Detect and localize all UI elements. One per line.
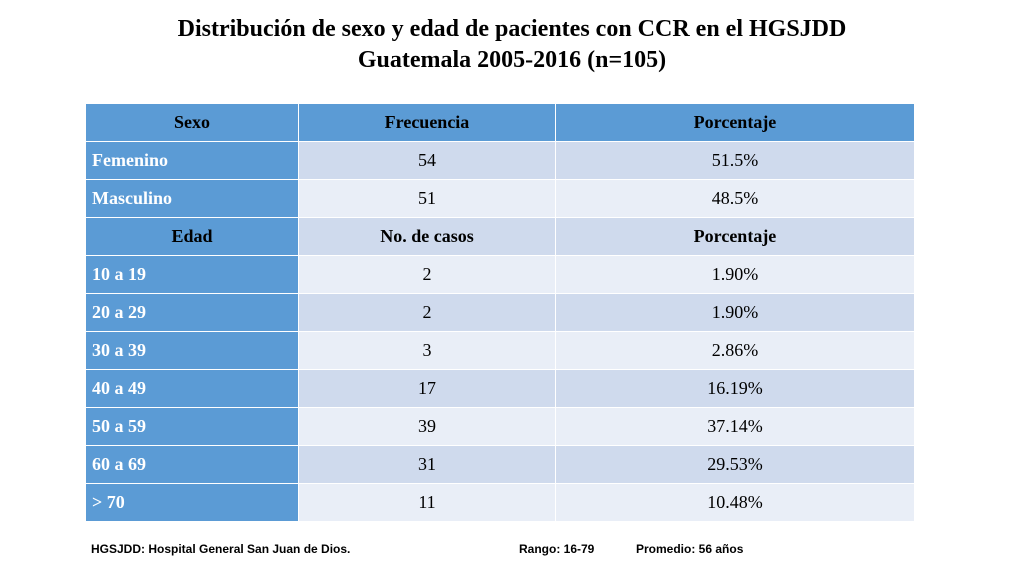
table-row: 30 a 39 3 2.86% [85,331,915,370]
title-line-1: Distribución de sexo y edad de pacientes… [177,16,847,42]
row-percent: 51.5% [555,141,915,180]
header-sexo: Sexo [85,103,299,142]
table-row: 20 a 29 2 1.90% [85,293,915,332]
footer-abbreviation: HGSJDD: Hospital General San Juan de Dio… [91,542,351,556]
header-porcentaje: Porcentaje [555,103,915,142]
row-label: > 70 [85,483,299,522]
header-porcentaje-edad: Porcentaje [555,217,915,256]
row-label: 10 a 19 [85,255,299,294]
row-count: 2 [298,293,556,332]
row-count: 54 [298,141,556,180]
table-row: 10 a 19 2 1.90% [85,255,915,294]
header-no-casos: No. de casos [298,217,556,256]
table-row: Masculino 51 48.5% [85,179,915,218]
table-row: 50 a 59 39 37.14% [85,407,915,446]
row-label: Femenino [85,141,299,180]
row-count: 39 [298,407,556,446]
row-label: 30 a 39 [85,331,299,370]
row-label: 40 a 49 [85,369,299,408]
row-percent: 10.48% [555,483,915,522]
row-count: 31 [298,445,556,484]
table-row: 60 a 69 31 29.53% [85,445,915,484]
row-percent: 1.90% [555,293,915,332]
slide-title: Distribución de sexo y edad de pacientes… [0,14,1024,76]
table-subheader-row: Edad No. de casos Porcentaje [85,217,915,256]
header-frecuencia: Frecuencia [298,103,556,142]
title-line-2: Guatemala 2005-2016 (n=105) [357,47,667,73]
row-percent: 29.53% [555,445,915,484]
row-label: Masculino [85,179,299,218]
footer-mean: Promedio: 56 años [636,542,744,556]
table-row: 40 a 49 17 16.19% [85,369,915,408]
row-label: 20 a 29 [85,293,299,332]
table-row: > 70 11 10.48% [85,483,915,522]
row-percent: 48.5% [555,179,915,218]
row-label: 60 a 69 [85,445,299,484]
data-table: Sexo Frecuencia Porcentaje Femenino 54 5… [85,103,915,522]
footer-range: Rango: 16-79 [519,542,595,556]
header-edad: Edad [85,217,299,256]
row-count: 3 [298,331,556,370]
table-row: Femenino 54 51.5% [85,141,915,180]
row-percent: 16.19% [555,369,915,408]
row-count: 11 [298,483,556,522]
row-count: 17 [298,369,556,408]
row-label: 50 a 59 [85,407,299,446]
row-percent: 37.14% [555,407,915,446]
row-percent: 2.86% [555,331,915,370]
row-count: 2 [298,255,556,294]
row-count: 51 [298,179,556,218]
table-header-row: Sexo Frecuencia Porcentaje [85,103,915,142]
row-percent: 1.90% [555,255,915,294]
